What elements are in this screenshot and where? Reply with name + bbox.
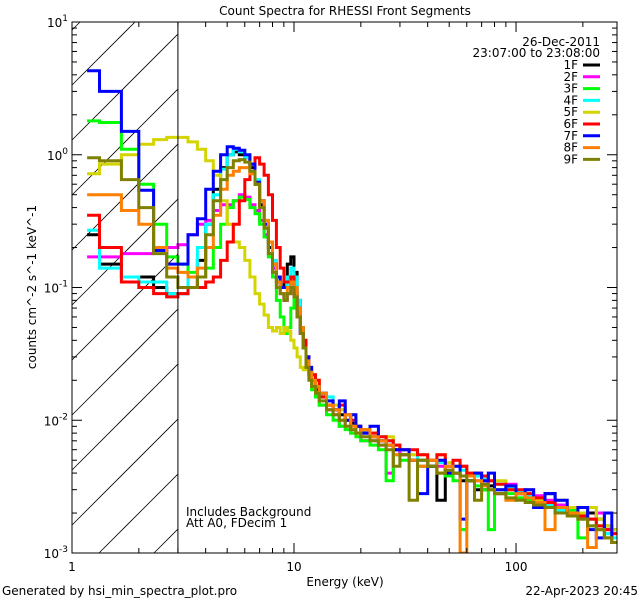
x-tick-label: 100	[505, 560, 528, 574]
series-3F	[87, 119, 617, 544]
y-tick-label: 10-1	[44, 280, 68, 296]
hatch-line	[71, 308, 179, 416]
legend-label-8F: 8F	[563, 141, 578, 155]
hatch-line	[71, 88, 179, 196]
footer-timestamp: 22-Apr-2023 20:45	[525, 584, 638, 598]
hatch-line	[71, 143, 179, 251]
legend-label-2F: 2F	[563, 70, 578, 84]
legend-label-1F: 1F	[563, 58, 578, 72]
y-tick-label: 10-2	[44, 412, 68, 428]
series-9F	[87, 156, 617, 544]
hatch-line	[71, 363, 179, 471]
hatch-line	[71, 21, 136, 86]
legend-label-9F: 9F	[563, 152, 578, 166]
hatch-line	[71, 418, 179, 526]
hatch-line	[98, 473, 179, 554]
series-5F	[87, 135, 617, 532]
hatch-line	[153, 528, 179, 554]
date-label: 26-Dec-2011	[522, 35, 600, 49]
x-tick-label: 10	[286, 560, 301, 574]
annotation-background: Includes Background	[186, 505, 311, 519]
y-tick-label: 101	[47, 14, 68, 30]
series-4F	[87, 147, 617, 540]
legend-label-3F: 3F	[563, 82, 578, 96]
annotation-attenuator: Att A0, FDecim 1	[186, 516, 287, 530]
hatch-line	[71, 253, 179, 361]
axes	[71, 21, 618, 554]
y-tick-label: 100	[47, 147, 68, 163]
series-7F	[87, 69, 617, 544]
hatch-line	[71, 21, 81, 31]
y-axis-label: counts cm^-2 s^-1 keV^-1	[25, 205, 39, 369]
hatch-line	[71, 33, 179, 141]
legend-label-4F: 4F	[563, 93, 578, 107]
series-1F	[87, 150, 617, 532]
legend-label-6F: 6F	[563, 117, 578, 131]
footer-generated-by: Generated by hsi_min_spectra_plot.pro	[2, 584, 237, 598]
y-tick-label: 10-3	[44, 545, 68, 561]
tick-labels: 1 10 100 101 100 10-1 10-2 10-3	[44, 14, 528, 574]
series-6F	[87, 156, 617, 536]
x-tick-label: 1	[68, 560, 76, 574]
x-axis-label: Energy (keV)	[306, 575, 383, 589]
time-range-label: 23:07:00 to 23:08:00	[473, 46, 600, 60]
hatch-line	[71, 198, 179, 306]
series-lines	[87, 69, 617, 553]
chart-title: Count Spectra for RHESSI Front Segments	[219, 4, 471, 18]
legend-label-7F: 7F	[563, 129, 578, 143]
legend-label-5F: 5F	[563, 105, 578, 119]
